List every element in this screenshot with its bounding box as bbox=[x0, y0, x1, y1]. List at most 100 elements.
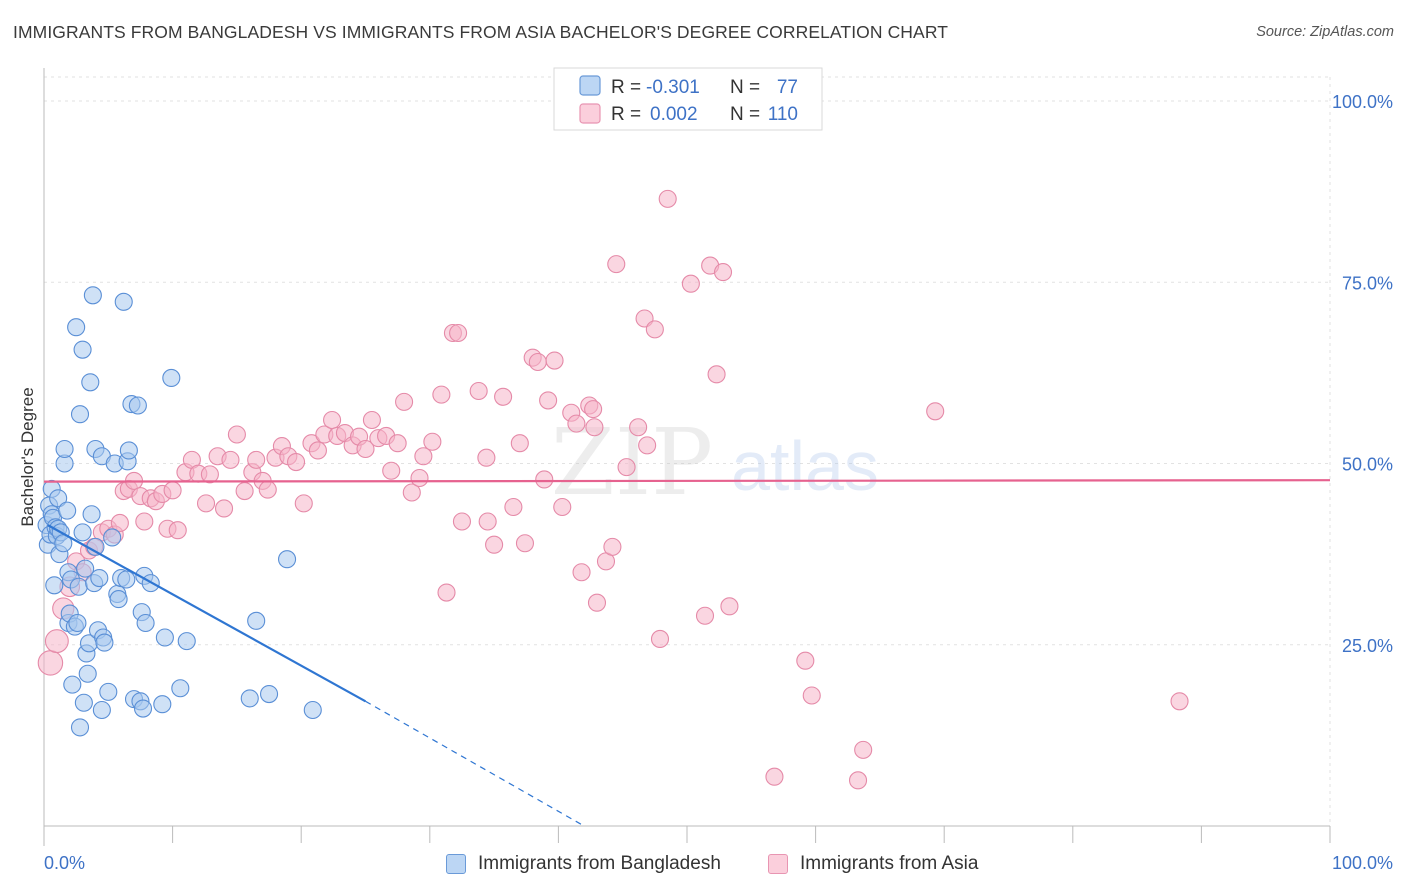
asia-point-56 bbox=[395, 392, 414, 411]
bangladesh-point-43 bbox=[90, 568, 109, 588]
asia-point-57 bbox=[402, 483, 421, 502]
asia-point-21 bbox=[163, 481, 182, 500]
bangladesh-point-28 bbox=[70, 718, 90, 737]
stats-n-label-blue: N = bbox=[730, 77, 765, 98]
asia-point-108 bbox=[765, 767, 784, 786]
asia-point-102 bbox=[720, 597, 739, 616]
bangladesh-point-70 bbox=[177, 632, 196, 651]
asia-point-107 bbox=[1170, 692, 1189, 711]
asia-point-88 bbox=[603, 537, 622, 556]
legend-item-bangladesh: Immigrants from Bangladesh bbox=[446, 852, 721, 876]
y-tick-label-0: 25.0% bbox=[1342, 636, 1393, 656]
asia-point-68 bbox=[485, 535, 504, 554]
bangladesh-point-24 bbox=[67, 318, 86, 337]
asia-point-69 bbox=[477, 448, 496, 467]
asia-point-40 bbox=[287, 452, 306, 472]
asia-point-70 bbox=[494, 387, 513, 406]
asia-point-16 bbox=[135, 512, 154, 531]
bangladesh-point-16 bbox=[55, 439, 74, 459]
bangladesh-point-44 bbox=[92, 700, 111, 720]
bangladesh-point-74 bbox=[278, 550, 297, 569]
chart-title: IMMIGRANTS FROM BANGLADESH VS IMMIGRANTS… bbox=[13, 22, 949, 42]
bangladesh-point-69 bbox=[171, 679, 190, 698]
bangladesh-point-67 bbox=[155, 628, 174, 647]
asia-point-106 bbox=[926, 402, 945, 421]
watermark-atlas: atlas bbox=[731, 427, 879, 505]
asia-point-95 bbox=[650, 629, 670, 649]
asia-point-82 bbox=[572, 563, 591, 582]
asia-point-58 bbox=[410, 468, 429, 488]
bangladesh-point-17 bbox=[58, 501, 77, 520]
bangladesh-point-29 bbox=[73, 340, 92, 359]
bangladesh-point-37 bbox=[82, 505, 101, 524]
stats-r-label-blue: R = bbox=[611, 77, 646, 98]
bangladesh-point-51 bbox=[109, 590, 128, 609]
asia-point-64 bbox=[449, 323, 468, 343]
bangladesh-point-68 bbox=[162, 368, 181, 388]
asia-point-60 bbox=[423, 432, 442, 451]
grid-lines bbox=[44, 76, 1331, 826]
bangladesh-point-72 bbox=[247, 611, 266, 630]
stats-n-value-blue: 77 bbox=[777, 77, 798, 98]
asia-point-85 bbox=[585, 418, 604, 437]
bangladesh-point-22 bbox=[63, 675, 82, 694]
asia-point-96 bbox=[658, 189, 677, 208]
asia-point-103 bbox=[796, 651, 815, 670]
stats-r-value-pink: 0.002 bbox=[650, 104, 698, 125]
x-tick-label-min: 0.0% bbox=[44, 853, 85, 873]
asia-point-79 bbox=[553, 497, 572, 517]
stats-n-label-pink: N = bbox=[730, 104, 765, 125]
asia-point-29 bbox=[214, 499, 234, 518]
asia-point-81 bbox=[567, 414, 586, 433]
asia-point-31 bbox=[227, 425, 246, 444]
bangladesh-point-75 bbox=[303, 700, 322, 720]
asia-point-27 bbox=[200, 465, 219, 484]
asia-point-91 bbox=[629, 418, 648, 437]
bangladesh-point-71 bbox=[240, 689, 259, 708]
y-axis-title: Bachelor's Degree bbox=[18, 387, 37, 526]
asia-point-76 bbox=[535, 470, 554, 489]
asia-point-54 bbox=[382, 461, 401, 480]
asia-point-32 bbox=[235, 481, 254, 501]
bangladesh-point-25 bbox=[68, 613, 87, 633]
legend-swatch-bangladesh bbox=[446, 854, 466, 874]
asia-point-73 bbox=[515, 534, 535, 553]
stats-n-value-pink: 110 bbox=[768, 104, 798, 125]
bangladesh-point-59 bbox=[128, 396, 147, 415]
legend-label-bangladesh: Immigrants from Bangladesh bbox=[478, 853, 721, 874]
asia-point-34 bbox=[247, 450, 266, 469]
stats-legend: R = -0.301 N = 77 R = 0.002 N = 110 bbox=[553, 67, 823, 131]
legend-swatch-asia bbox=[768, 854, 788, 874]
asia-point-59 bbox=[414, 447, 433, 466]
asia-point-1 bbox=[44, 629, 69, 654]
asia-point-30 bbox=[221, 450, 240, 469]
asia-point-11 bbox=[110, 513, 129, 533]
bangladesh-point-53 bbox=[114, 292, 133, 311]
bangladesh-point-38 bbox=[83, 286, 102, 305]
bangladesh-trend-line bbox=[47, 524, 367, 703]
bangladesh-point-64 bbox=[136, 613, 155, 633]
asia-point-78 bbox=[545, 351, 564, 370]
stats-r-value-blue: -0.301 bbox=[646, 77, 700, 98]
bangladesh-point-27 bbox=[70, 405, 90, 424]
asia-point-0 bbox=[37, 650, 64, 676]
legend-label-asia: Immigrants from Asia bbox=[800, 853, 979, 874]
asia-point-66 bbox=[469, 381, 488, 401]
legend-item-asia: Immigrants from Asia bbox=[768, 852, 978, 876]
asia-point-100 bbox=[707, 365, 726, 384]
asia-points bbox=[37, 189, 1189, 790]
asia-point-105 bbox=[854, 740, 873, 759]
bangladesh-point-47 bbox=[95, 633, 114, 652]
asia-point-50 bbox=[356, 439, 375, 459]
y-tick-label-2: 75.0% bbox=[1342, 273, 1393, 293]
asia-point-77 bbox=[539, 391, 558, 410]
asia-point-97 bbox=[681, 274, 700, 293]
asia-point-101 bbox=[713, 263, 733, 282]
asia-point-93 bbox=[638, 436, 657, 455]
asia-point-86 bbox=[587, 593, 607, 612]
stats-legend-swatch-blue bbox=[579, 75, 601, 96]
axes bbox=[43, 68, 1331, 846]
bangladesh-point-10 bbox=[49, 489, 68, 508]
bangladesh-point-7 bbox=[45, 576, 64, 595]
bangladesh-point-26 bbox=[69, 577, 88, 596]
